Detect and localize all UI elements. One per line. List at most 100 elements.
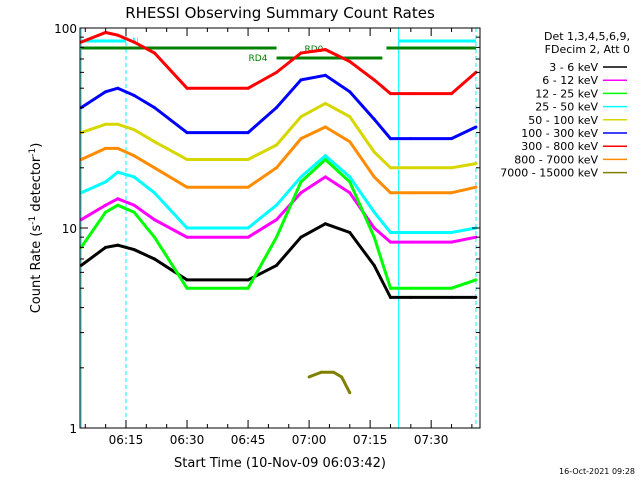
data-point xyxy=(388,92,392,96)
data-point xyxy=(275,143,279,147)
data-point xyxy=(450,295,454,299)
data-point xyxy=(372,263,376,267)
data-point xyxy=(340,375,344,379)
data-point xyxy=(348,230,352,234)
x-tick-label: 07:15 xyxy=(353,433,388,447)
data-point xyxy=(152,166,156,170)
data-point xyxy=(116,203,120,207)
data-point xyxy=(104,203,108,207)
data-point xyxy=(152,218,156,222)
data-point xyxy=(348,180,352,184)
data-point xyxy=(409,230,413,234)
timestamp: 16-Oct-2021 09:28 xyxy=(559,467,635,476)
data-point xyxy=(299,180,303,184)
data-point xyxy=(152,106,156,110)
data-point xyxy=(275,203,279,207)
data-point xyxy=(299,137,303,141)
data-point xyxy=(372,78,376,82)
data-point xyxy=(104,210,108,214)
data-point xyxy=(388,240,392,244)
legend-header-line-2: FDecim 2, Att 0 xyxy=(545,43,630,56)
series-line xyxy=(80,73,477,141)
data-point xyxy=(474,295,478,299)
series-line xyxy=(80,101,477,170)
y-axis-label: Count Rate (s-1 detector-1) xyxy=(28,143,44,314)
data-point xyxy=(323,158,327,162)
data-point xyxy=(152,235,156,239)
data-point xyxy=(185,131,189,135)
data-point xyxy=(474,278,478,282)
data-point xyxy=(299,115,303,119)
data-point xyxy=(104,122,108,126)
series-line xyxy=(80,30,477,96)
series-line xyxy=(308,370,352,394)
data-point xyxy=(299,51,303,55)
data-point xyxy=(450,240,454,244)
data-point xyxy=(104,245,108,249)
data-point xyxy=(275,166,279,170)
data-point xyxy=(185,86,189,90)
y-axis: 1 10 100 xyxy=(54,22,480,436)
data-point xyxy=(323,73,327,77)
data-point xyxy=(246,158,250,162)
data-point xyxy=(152,257,156,261)
data-point xyxy=(307,375,311,379)
state-bar-label: RD4 xyxy=(249,54,268,64)
data-point xyxy=(348,391,352,395)
data-point xyxy=(104,180,108,184)
data-point xyxy=(450,137,454,141)
data-point xyxy=(275,263,279,267)
data-point xyxy=(116,146,120,150)
data-point xyxy=(132,210,136,214)
x-tick-label: 06:15 xyxy=(109,433,144,447)
data-point xyxy=(348,175,352,179)
x-tick-label: 06:30 xyxy=(170,433,205,447)
series-line xyxy=(79,157,477,290)
data-point xyxy=(323,175,327,179)
data-point xyxy=(104,146,108,150)
data-point xyxy=(474,70,478,74)
data-point xyxy=(152,191,156,195)
x-tick-label: 07:30 xyxy=(414,433,449,447)
data-point xyxy=(372,117,376,121)
data-point xyxy=(246,185,250,189)
data-point xyxy=(246,226,250,230)
data-point xyxy=(409,166,413,170)
x-axis: 06:15 06:30 06:45 07:00 07:15 07:30 xyxy=(84,28,473,447)
legend-label: 3 - 6 keV xyxy=(549,61,598,74)
chart-title: RHESSI Observing Summary Count Rates xyxy=(125,4,435,22)
data-point xyxy=(299,191,303,195)
data-point xyxy=(246,131,250,135)
plot-area: NRD0RD4 xyxy=(79,28,478,428)
data-point xyxy=(348,191,352,195)
data-point xyxy=(116,197,120,201)
data-point xyxy=(246,286,250,290)
data-point xyxy=(332,370,336,374)
legend-label: 25 - 50 keV xyxy=(535,101,598,114)
y-tick-label: 1 xyxy=(69,422,77,436)
legend-label: 300 - 800 keV xyxy=(521,140,598,153)
series-line xyxy=(80,222,476,299)
data-point xyxy=(409,92,413,96)
data-point xyxy=(323,154,327,158)
data-point xyxy=(372,235,376,239)
data-point xyxy=(409,137,413,141)
data-point xyxy=(474,235,478,239)
data-point xyxy=(132,175,136,179)
data-point xyxy=(246,278,250,282)
data-point xyxy=(185,278,189,282)
data-point xyxy=(450,230,454,234)
data-point xyxy=(450,286,454,290)
data-point xyxy=(104,90,108,94)
data-point xyxy=(132,128,136,132)
data-point xyxy=(132,93,136,97)
legend-label: 800 - 7000 keV xyxy=(514,153,598,166)
data-point xyxy=(323,48,327,52)
data-point xyxy=(450,166,454,170)
data-point xyxy=(185,185,189,189)
data-point xyxy=(185,226,189,230)
data-point xyxy=(152,140,156,144)
data-point xyxy=(388,137,392,141)
legend-label: 7000 - 15000 keV xyxy=(500,167,598,180)
data-point xyxy=(372,175,376,179)
